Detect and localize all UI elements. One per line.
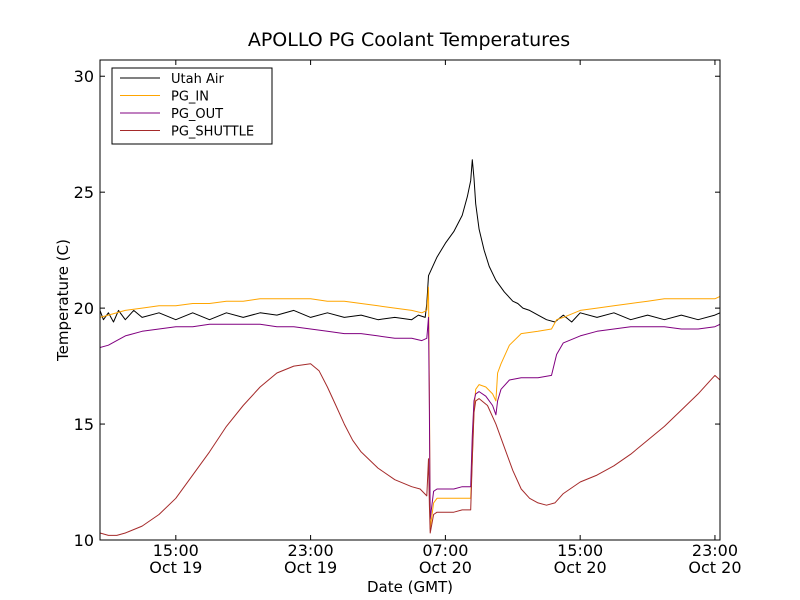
y-tick-label: 25: [74, 183, 94, 202]
series-line-utah-air: [100, 159, 720, 323]
x-tick-label-time: 15:00: [153, 541, 199, 560]
series-line-pg-in: [100, 286, 720, 529]
y-tick-label: 20: [74, 299, 94, 318]
legend-label-pg-shuttle: PG_SHUTTLE: [171, 125, 254, 140]
y-axis-label: Temperature (C): [54, 239, 72, 362]
y-tick-label: 15: [74, 415, 94, 434]
x-tick-label-date: Oct 20: [419, 558, 472, 577]
plot-frame: [99, 59, 721, 541]
legend: Utah Air PG_IN PG_OUT PG_SHUTTLE: [111, 67, 273, 145]
x-tick-label-date: Oct 20: [688, 558, 741, 577]
x-tick-label-time: 15:00: [557, 541, 603, 560]
x-tick-label-time: 23:00: [288, 541, 334, 560]
x-tick-label-date: Oct 20: [554, 558, 607, 577]
legend-label-pg-in: PG_IN: [171, 90, 209, 105]
legend-label-pg-out: PG_OUT: [171, 107, 223, 122]
legend-label-utah-air: Utah Air: [171, 72, 224, 87]
y-tick-label: 30: [74, 67, 94, 86]
y-tick-label: 10: [74, 531, 94, 550]
series-layer: [100, 159, 720, 536]
y-ticks: 10 15 20 25 30: [74, 67, 720, 550]
chart-title: APOLLO PG Coolant Temperatures: [248, 29, 570, 51]
x-tick-label-time: 07:00: [422, 541, 468, 560]
x-tick-label-date: Oct 19: [284, 558, 337, 577]
x-tick-label-time: 23:00: [692, 541, 738, 560]
x-axis-label: Date (GMT): [367, 578, 453, 596]
series-line-pg-out: [100, 316, 720, 520]
legend-box: [111, 67, 273, 145]
x-tick-label-date: Oct 19: [149, 558, 202, 577]
series-line-pg-shuttle: [100, 363, 720, 536]
